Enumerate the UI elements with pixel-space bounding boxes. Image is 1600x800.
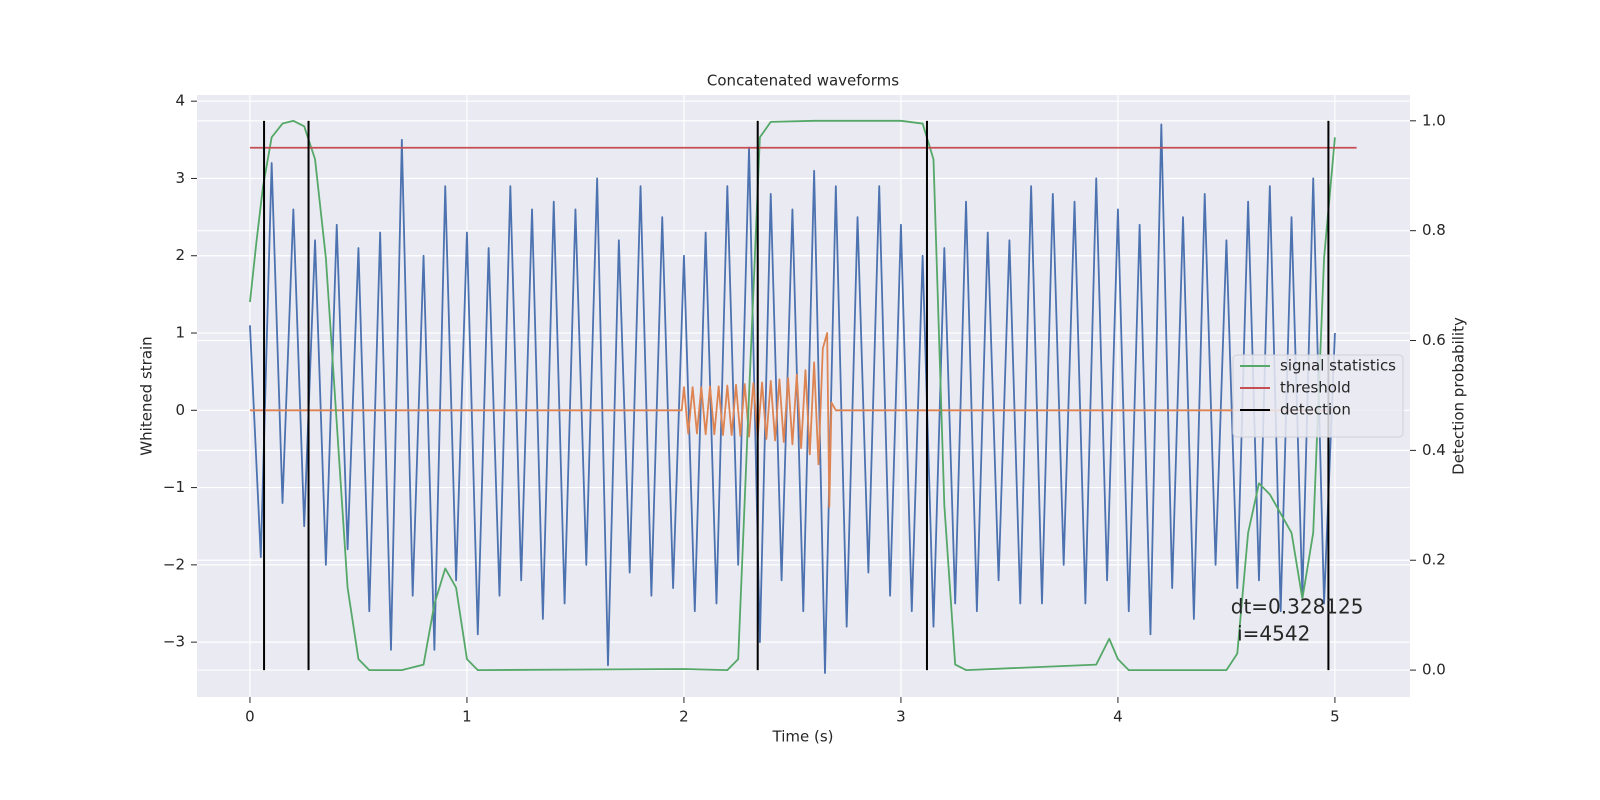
y2-axis-label: Detection probability bbox=[1450, 317, 1468, 475]
y-axis-label: Whitened strain bbox=[138, 336, 156, 455]
y-tick-label: 4 bbox=[175, 92, 185, 110]
y2-tick-label: 1.0 bbox=[1422, 111, 1446, 129]
legend-label: threshold bbox=[1280, 379, 1351, 397]
legend-label: signal statistics bbox=[1280, 357, 1396, 375]
series-line bbox=[249, 332, 1335, 508]
y2-tick-label: 0.8 bbox=[1422, 221, 1446, 239]
x-tick-label: 3 bbox=[896, 708, 906, 726]
y-tick-label: 1 bbox=[175, 324, 185, 342]
y-tick-label: 2 bbox=[175, 246, 185, 264]
y2-tick-label: 0.6 bbox=[1422, 331, 1446, 349]
x-tick-label: 5 bbox=[1330, 708, 1340, 726]
annotation: dt=0.328125 i=4542 bbox=[1231, 594, 1364, 645]
series-line bbox=[249, 123, 1336, 674]
y-tick-label: −1 bbox=[163, 478, 185, 496]
chart-title: Concatenated waveforms bbox=[707, 72, 899, 90]
x-tick-label: 2 bbox=[679, 708, 689, 726]
y-tick-label: 0 bbox=[175, 401, 185, 419]
x-tick-label: 0 bbox=[245, 708, 255, 726]
legend-label: detection bbox=[1280, 401, 1351, 419]
y-tick-label: −2 bbox=[163, 555, 185, 573]
x-tick-label: 4 bbox=[1113, 708, 1123, 726]
annotation-line: dt=0.328125 bbox=[1231, 594, 1364, 618]
x-tick-label: 1 bbox=[462, 708, 472, 726]
series-line bbox=[249, 119, 1336, 671]
x-axis-label: Time (s) bbox=[772, 728, 834, 746]
y2-tick-label: 0.0 bbox=[1422, 661, 1446, 679]
legend-box bbox=[1232, 354, 1404, 438]
y-tick-label: −3 bbox=[163, 633, 185, 651]
y-tick-label: 3 bbox=[175, 169, 185, 187]
y2-tick-label: 0.2 bbox=[1422, 551, 1446, 569]
annotation-line: i=4542 bbox=[1231, 621, 1311, 645]
y2-tick-label: 0.4 bbox=[1422, 441, 1446, 459]
